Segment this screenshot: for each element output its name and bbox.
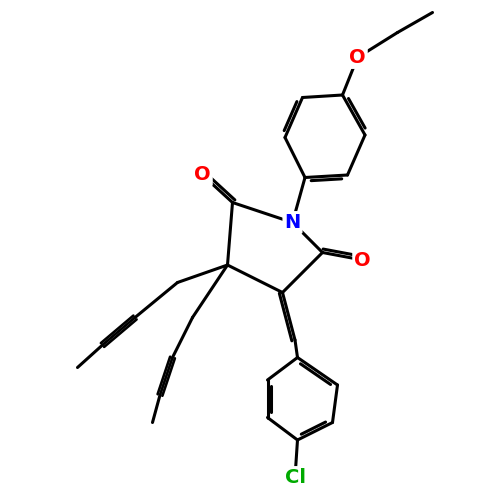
Text: N: N <box>284 213 300 232</box>
Text: O: O <box>194 166 211 184</box>
Text: O: O <box>354 250 371 270</box>
Text: Cl: Cl <box>284 468 306 487</box>
Text: O: O <box>349 48 366 67</box>
